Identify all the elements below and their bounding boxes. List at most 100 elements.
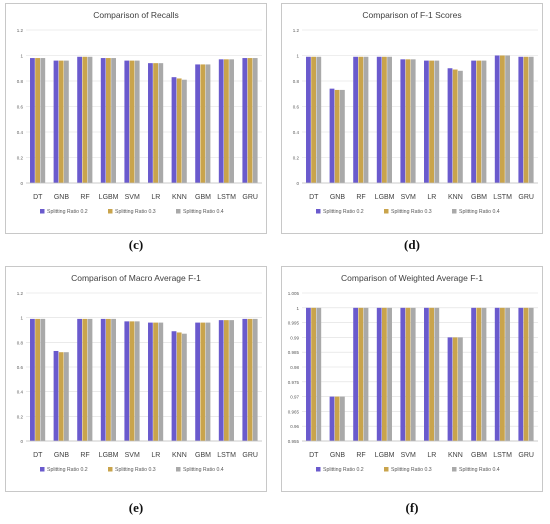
bar-gru-series-2 xyxy=(247,318,253,441)
bar-knn-series-1 xyxy=(447,337,453,441)
legend-swatch xyxy=(452,467,457,472)
f1-chart: Comparison of F-1 Scores 0 0.2 0.4 0.6 0.8 1 1.… xyxy=(293,10,538,215)
bar-rf-series-1 xyxy=(353,56,359,183)
y-tick-label: 1 xyxy=(296,306,299,311)
legend-label: Splitting Ratio 0.4 xyxy=(459,209,500,215)
x-tick-label: LGBM xyxy=(375,194,395,201)
y-tick-label: 0.8 xyxy=(17,340,24,345)
bar-gbm-series-3 xyxy=(205,64,211,183)
bar-lstm-series-1 xyxy=(218,320,224,441)
bar-svm-series-1 xyxy=(400,307,406,441)
bar-rf-series-2 xyxy=(358,307,364,441)
recall-chart: Comparison of Recalls 0 0.2 0.4 0.6 0.8 1 1.2 DT… xyxy=(17,10,262,215)
bar-knn-series-1 xyxy=(171,331,177,441)
bar-gbm-series-1 xyxy=(195,322,201,441)
bar-lr-series-1 xyxy=(148,322,153,441)
bar-lr-series-2 xyxy=(429,60,434,183)
bar-lgbm-series-3 xyxy=(111,58,116,183)
bar-lr-series-2 xyxy=(153,63,158,183)
y-tick-label: 0.2 xyxy=(293,156,300,161)
x-tick-label: DT xyxy=(33,194,43,201)
x-tick-label: KNN xyxy=(448,194,463,201)
x-tick-label: DT xyxy=(33,452,43,459)
bar-svm-series-2 xyxy=(405,59,411,184)
bar-gru-series-3 xyxy=(528,307,534,441)
x-tick-label: GRU xyxy=(242,194,258,201)
y-tick-label: 0.2 xyxy=(17,156,24,161)
x-tick-label: DT xyxy=(309,194,319,201)
macro-f1-chart: Comparison of Macro Average F-1 0 0.2 0.4 0.… xyxy=(17,273,262,473)
bar-rf-series-2 xyxy=(82,56,88,183)
legend-swatch xyxy=(316,467,321,472)
bar-rf-series-2 xyxy=(82,318,88,441)
bar-lstm-series-3 xyxy=(229,320,234,441)
bar-knn-series-3 xyxy=(181,79,187,183)
x-tick-label: GBM xyxy=(471,194,487,201)
legend-label: Splitting Ratio 0.4 xyxy=(183,467,224,473)
y-tick-label: 1.005 xyxy=(288,291,300,296)
y-tick-label: 1.2 xyxy=(293,28,300,33)
legend-swatch xyxy=(176,209,181,214)
bar-lgbm-series-3 xyxy=(387,56,392,183)
bar-svm-series-2 xyxy=(129,321,135,441)
bar-lgbm-series-2 xyxy=(106,58,111,183)
weighted-f1-chart: Comparison of Weighted Average F-1 0.955 0… xyxy=(288,273,538,473)
bar-svm-series-1 xyxy=(124,321,130,441)
legend-swatch xyxy=(316,209,321,214)
bar-lgbm-series-3 xyxy=(111,318,116,441)
caption-d: (d) xyxy=(404,237,420,252)
bar-knn-series-2 xyxy=(176,78,182,183)
bar-dt-series-3 xyxy=(316,307,322,441)
bar-knn-series-3 xyxy=(457,337,463,441)
chart-title: Comparison of Weighted Average F-1 xyxy=(341,273,483,283)
x-tick-label: LSTM xyxy=(217,452,236,459)
bar-gnb-series-3 xyxy=(63,352,69,441)
bar-knn-series-2 xyxy=(176,332,182,441)
x-tick-label: LSTM xyxy=(493,194,512,201)
bar-gbm-series-2 xyxy=(200,322,206,441)
x-tick-label: GNB xyxy=(330,194,346,201)
bar-svm-series-3 xyxy=(134,321,140,441)
bar-svm-series-3 xyxy=(410,307,416,441)
x-tick-label: GBM xyxy=(195,452,211,459)
y-tick-label: 0.985 xyxy=(288,350,300,355)
bar-lr-series-2 xyxy=(429,307,434,441)
bar-dt-series-3 xyxy=(40,58,46,183)
bar-rf-series-3 xyxy=(87,56,93,183)
macro-f1-chart-panel: Comparison of Macro Average F-1 0 0.2 0.4 0.… xyxy=(5,266,267,492)
bar-gbm-series-1 xyxy=(471,307,477,441)
bar-gnb-series-3 xyxy=(339,89,345,183)
y-tick-label: 1 xyxy=(20,54,23,59)
legend-label: Splitting Ratio 0.4 xyxy=(183,209,224,215)
x-tick-label: RF xyxy=(356,194,365,201)
bar-gru-series-2 xyxy=(523,56,529,183)
y-tick-label: 0.96 xyxy=(290,424,299,429)
x-tick-label: SVM xyxy=(401,452,416,459)
bar-dt-series-2 xyxy=(311,307,316,441)
bar-gbm-series-3 xyxy=(481,307,487,441)
bar-rf-series-3 xyxy=(87,318,93,441)
y-tick-label: 0.8 xyxy=(293,79,300,84)
f1-chart-panel: Comparison of F-1 Scores 0 0.2 0.4 0.6 0.8 1 1.… xyxy=(281,3,543,234)
y-tick-label: 0.8 xyxy=(17,79,24,84)
x-tick-label: SVM xyxy=(401,194,416,201)
x-tick-label: LR xyxy=(151,452,160,459)
bar-gnb-series-2 xyxy=(58,60,64,183)
x-tick-label: RF xyxy=(80,194,89,201)
bar-lr-series-3 xyxy=(158,322,164,441)
bar-gbm-series-1 xyxy=(195,64,201,183)
legend-label: Splitting Ratio 0.3 xyxy=(391,209,432,215)
bar-gnb-series-2 xyxy=(334,396,340,441)
bar-dt-series-3 xyxy=(40,318,46,441)
bar-gnb-series-3 xyxy=(63,60,69,183)
bar-svm-series-3 xyxy=(134,60,140,183)
bar-gbm-series-2 xyxy=(476,307,482,441)
x-tick-label: LGBM xyxy=(99,452,119,459)
bar-lr-series-3 xyxy=(158,63,164,183)
legend-label: Splitting Ratio 0.2 xyxy=(47,467,88,473)
legend-swatch xyxy=(40,209,45,214)
legend-label: Splitting Ratio 0.2 xyxy=(323,467,364,473)
bar-gnb-series-3 xyxy=(339,396,345,441)
y-tick-label: 0.6 xyxy=(17,105,24,110)
bar-svm-series-1 xyxy=(124,60,130,183)
